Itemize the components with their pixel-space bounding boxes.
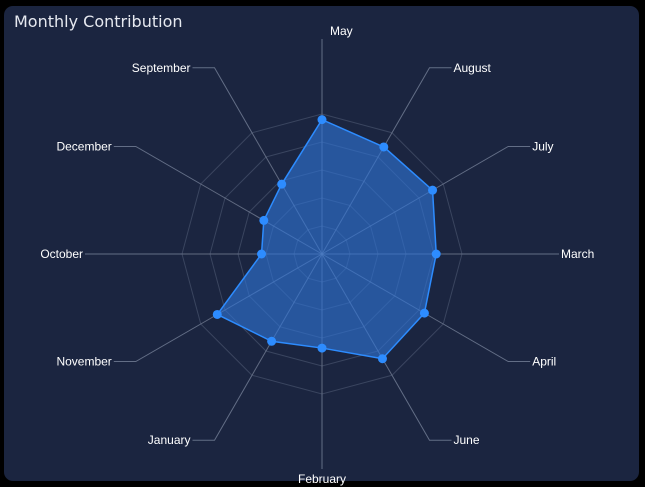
- data-point: [257, 249, 267, 259]
- series-area: [216, 118, 437, 360]
- category-label: April: [532, 355, 556, 369]
- leader-line: [391, 67, 452, 134]
- category-label: August: [454, 61, 492, 75]
- category-label: October: [40, 247, 83, 261]
- data-point: [277, 179, 287, 189]
- chart-title: Monthly Contribution: [14, 12, 183, 31]
- leader-line: [391, 374, 452, 441]
- data-point: [377, 354, 387, 364]
- leader-line: [192, 374, 253, 441]
- category-label: December: [56, 140, 111, 154]
- category-label: June: [454, 433, 480, 447]
- category-label: September: [132, 61, 191, 75]
- data-point: [428, 185, 438, 195]
- data-point: [259, 215, 269, 225]
- category-label: January: [148, 433, 191, 447]
- data-point: [431, 249, 441, 259]
- category-label: February: [298, 472, 346, 486]
- data-point: [419, 308, 429, 318]
- data-point: [317, 115, 327, 125]
- leader-line: [113, 323, 202, 362]
- data-point: [212, 309, 222, 319]
- leader-line: [113, 146, 202, 185]
- data-point: [267, 336, 277, 346]
- leader-line: [192, 67, 253, 134]
- category-label: March: [561, 247, 594, 261]
- category-label: July: [532, 140, 553, 154]
- leader-line: [442, 146, 531, 185]
- category-label: November: [56, 355, 111, 369]
- category-label: May: [330, 24, 353, 38]
- data-point: [317, 343, 327, 353]
- data-point: [379, 142, 389, 152]
- leader-line: [442, 323, 531, 362]
